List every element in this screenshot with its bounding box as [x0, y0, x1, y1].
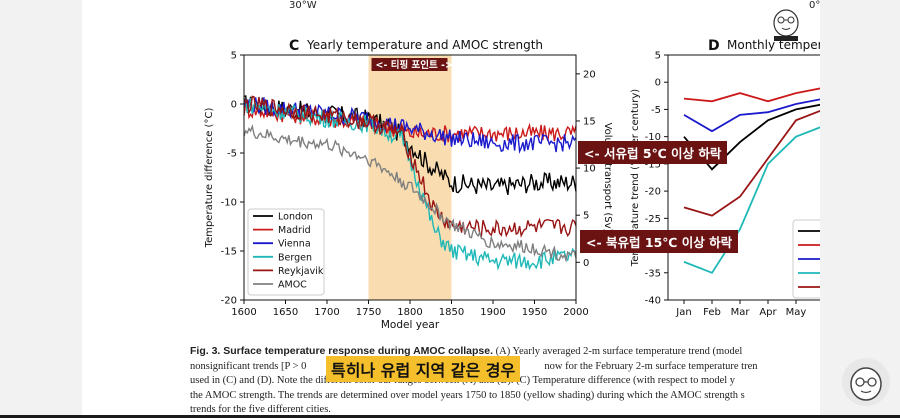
y-tick-label: 5 [231, 51, 237, 62]
x-tick-label: 1900 [480, 307, 505, 318]
tipping-shade [368, 55, 452, 300]
d-x-tick-label: May [786, 307, 807, 318]
series-line-vienna [243, 96, 577, 155]
d-y-tick-label: -15 [645, 159, 661, 170]
caption-title: Fig. 3. Surface temperature response dur… [190, 345, 494, 357]
panel-d-letter: D [708, 38, 720, 54]
y-tick-label: 0 [231, 100, 237, 111]
series-line-reykjavik [243, 95, 577, 238]
d-x-tick-label: Mar [731, 307, 751, 318]
d-y-tick-label: 5 [655, 51, 661, 62]
d-x-tick-label: Jan [675, 307, 691, 318]
caption-text-5: trends for the five different cities. [190, 404, 331, 415]
y2-axis-label: Volume transport (Sv) [602, 123, 613, 233]
video-subtitle: 특히나 유럽 지역 같은 경우 [326, 356, 521, 382]
longitude-label-30w: 30°W [289, 0, 317, 11]
legend-label-vienna: Vienna [278, 239, 311, 250]
mascot-avatar-icon [767, 5, 805, 41]
mascot-avatar-icon [842, 358, 890, 406]
y2-tick-label: 5 [583, 211, 589, 222]
panel-c-title: Yearly temperature and AMOC strength [306, 38, 543, 52]
y2-tick-label: 10 [583, 164, 596, 175]
d-y-tick-label: -25 [645, 214, 661, 225]
caption-text-2a: nonsignificant trends [P > 0 [190, 360, 307, 372]
figure-canvas: 30°W 0° C Yearly temperature and AMOC stren… [204, 0, 820, 331]
right-pillarbox [820, 0, 900, 415]
shade-label-bg [371, 58, 448, 71]
caption-text-4: the AMOC strength. The trends are determ… [190, 389, 745, 401]
x-tick-label: 1850 [439, 307, 464, 318]
series-line-amoc [243, 123, 577, 263]
y2-tick-label: 15 [583, 116, 596, 127]
x-tick-label: 1650 [273, 307, 298, 318]
monthly-line-bergen [683, 126, 820, 274]
d-y-tick-label: -20 [645, 187, 661, 198]
x-tick-label: 1750 [356, 307, 381, 318]
y-tick-label: -20 [221, 296, 237, 307]
d-y-tick-label: -10 [645, 132, 661, 143]
d-x-tick-label: Apr [759, 307, 777, 318]
legend-label-amoc: AMOC [278, 280, 307, 291]
y2-tick-label: 20 [583, 69, 596, 80]
longitude-label-0: 0° [809, 0, 820, 11]
document-page: 30°W 0° C Yearly temperature and AMOC stren… [82, 0, 820, 415]
d-y-tick-label: -5 [651, 105, 661, 116]
shade-label: <- 티핑 포인트 -> [376, 59, 453, 71]
d-y-tick-label: -40 [645, 296, 661, 307]
caption-text-1: (A) Yearly averaged 2-m surface temperat… [493, 346, 743, 357]
d-y-axis-label: Temperature trend (°C per century) [630, 89, 641, 267]
panel-c-letter: C [289, 38, 299, 54]
x-tick-label: 1700 [314, 307, 339, 318]
legend-label-madrid: Madrid [278, 225, 311, 236]
y-tick-label: -15 [221, 247, 237, 258]
monthly-line-reykjavik [683, 109, 820, 217]
monthly-line-madrid [683, 87, 820, 103]
d-x-tick-label: Feb [703, 307, 721, 318]
legend-label-bergen: Bergen [278, 252, 312, 263]
annotation-west-europe: <- 서유럽 5℃ 이상 하락 [578, 141, 728, 164]
x-tick-label: 1600 [231, 307, 256, 318]
x-tick-label: 1800 [397, 307, 422, 318]
y2-tick-label: 0 [583, 258, 589, 269]
caption-text-2b: now for the February 2-m surface tempera… [544, 360, 758, 372]
x-tick-label: 2000 [563, 307, 588, 318]
monthly-line-vienna [683, 98, 820, 133]
x-tick-label: 1950 [522, 307, 547, 318]
legend-label-london: London [278, 212, 313, 223]
d-y-tick-label: 0 [655, 78, 661, 89]
y-tick-label: -10 [221, 198, 237, 209]
panel-d-frame [667, 54, 820, 301]
y-tick-label: -5 [227, 149, 237, 160]
legend-label-reykjavik: Reykjavik [278, 266, 324, 277]
d-y-tick-label: -35 [645, 268, 661, 279]
left-pillarbox [0, 0, 82, 415]
y-axis-label: Temperature difference (°C) [204, 108, 215, 249]
x-axis-label: Model year [381, 319, 440, 331]
annotation-north-europe: <- 북유럽 15℃ 이상 하락 [580, 230, 739, 253]
panel-d-title: Monthly temperature [727, 38, 820, 52]
